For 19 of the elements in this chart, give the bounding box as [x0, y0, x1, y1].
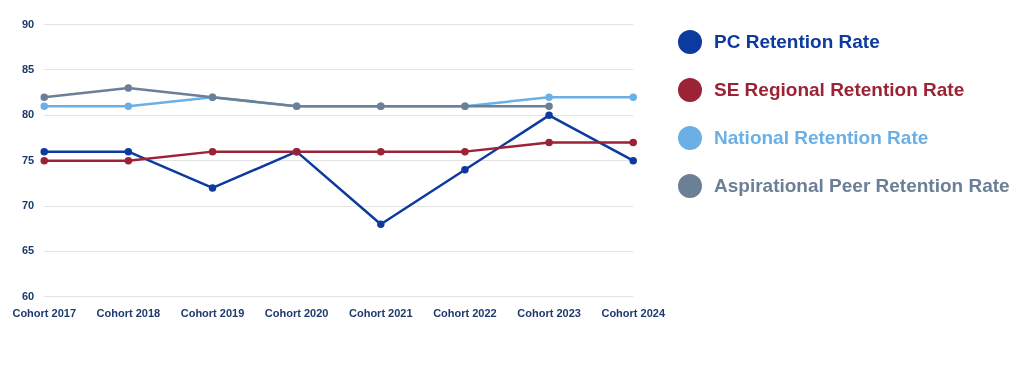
x-tick-label: Cohort 2023 [517, 307, 581, 320]
x-tick-label: Cohort 2020 [264, 307, 329, 320]
y-tick-label: 85 [21, 63, 35, 75]
x-tick-label: Cohort 2017 [12, 307, 77, 320]
y-tick-label: 90 [21, 17, 35, 30]
legend-label: Aspirational Peer Retention Rate [714, 175, 1010, 197]
legend-label: National Retention Rate [714, 127, 929, 149]
x-tick-label: Cohort 2022 [433, 307, 497, 320]
y-tick-label: 80 [21, 108, 35, 121]
legend-label: SE Regional Retention Rate [714, 79, 965, 101]
y-tick-label: 65 [21, 244, 35, 257]
x-tick-label: Cohort 2021 [349, 307, 413, 320]
y-tick-label: 60 [21, 289, 35, 302]
x-tick-label: Cohort 2024 [601, 307, 666, 320]
x-tick-label: Cohort 2018 [96, 307, 161, 320]
y-tick-label: 75 [21, 153, 35, 166]
x-tick-label: Cohort 2019 [180, 307, 245, 320]
legend-label: PC Retention Rate [714, 31, 880, 53]
y-tick-label: 70 [21, 199, 35, 212]
